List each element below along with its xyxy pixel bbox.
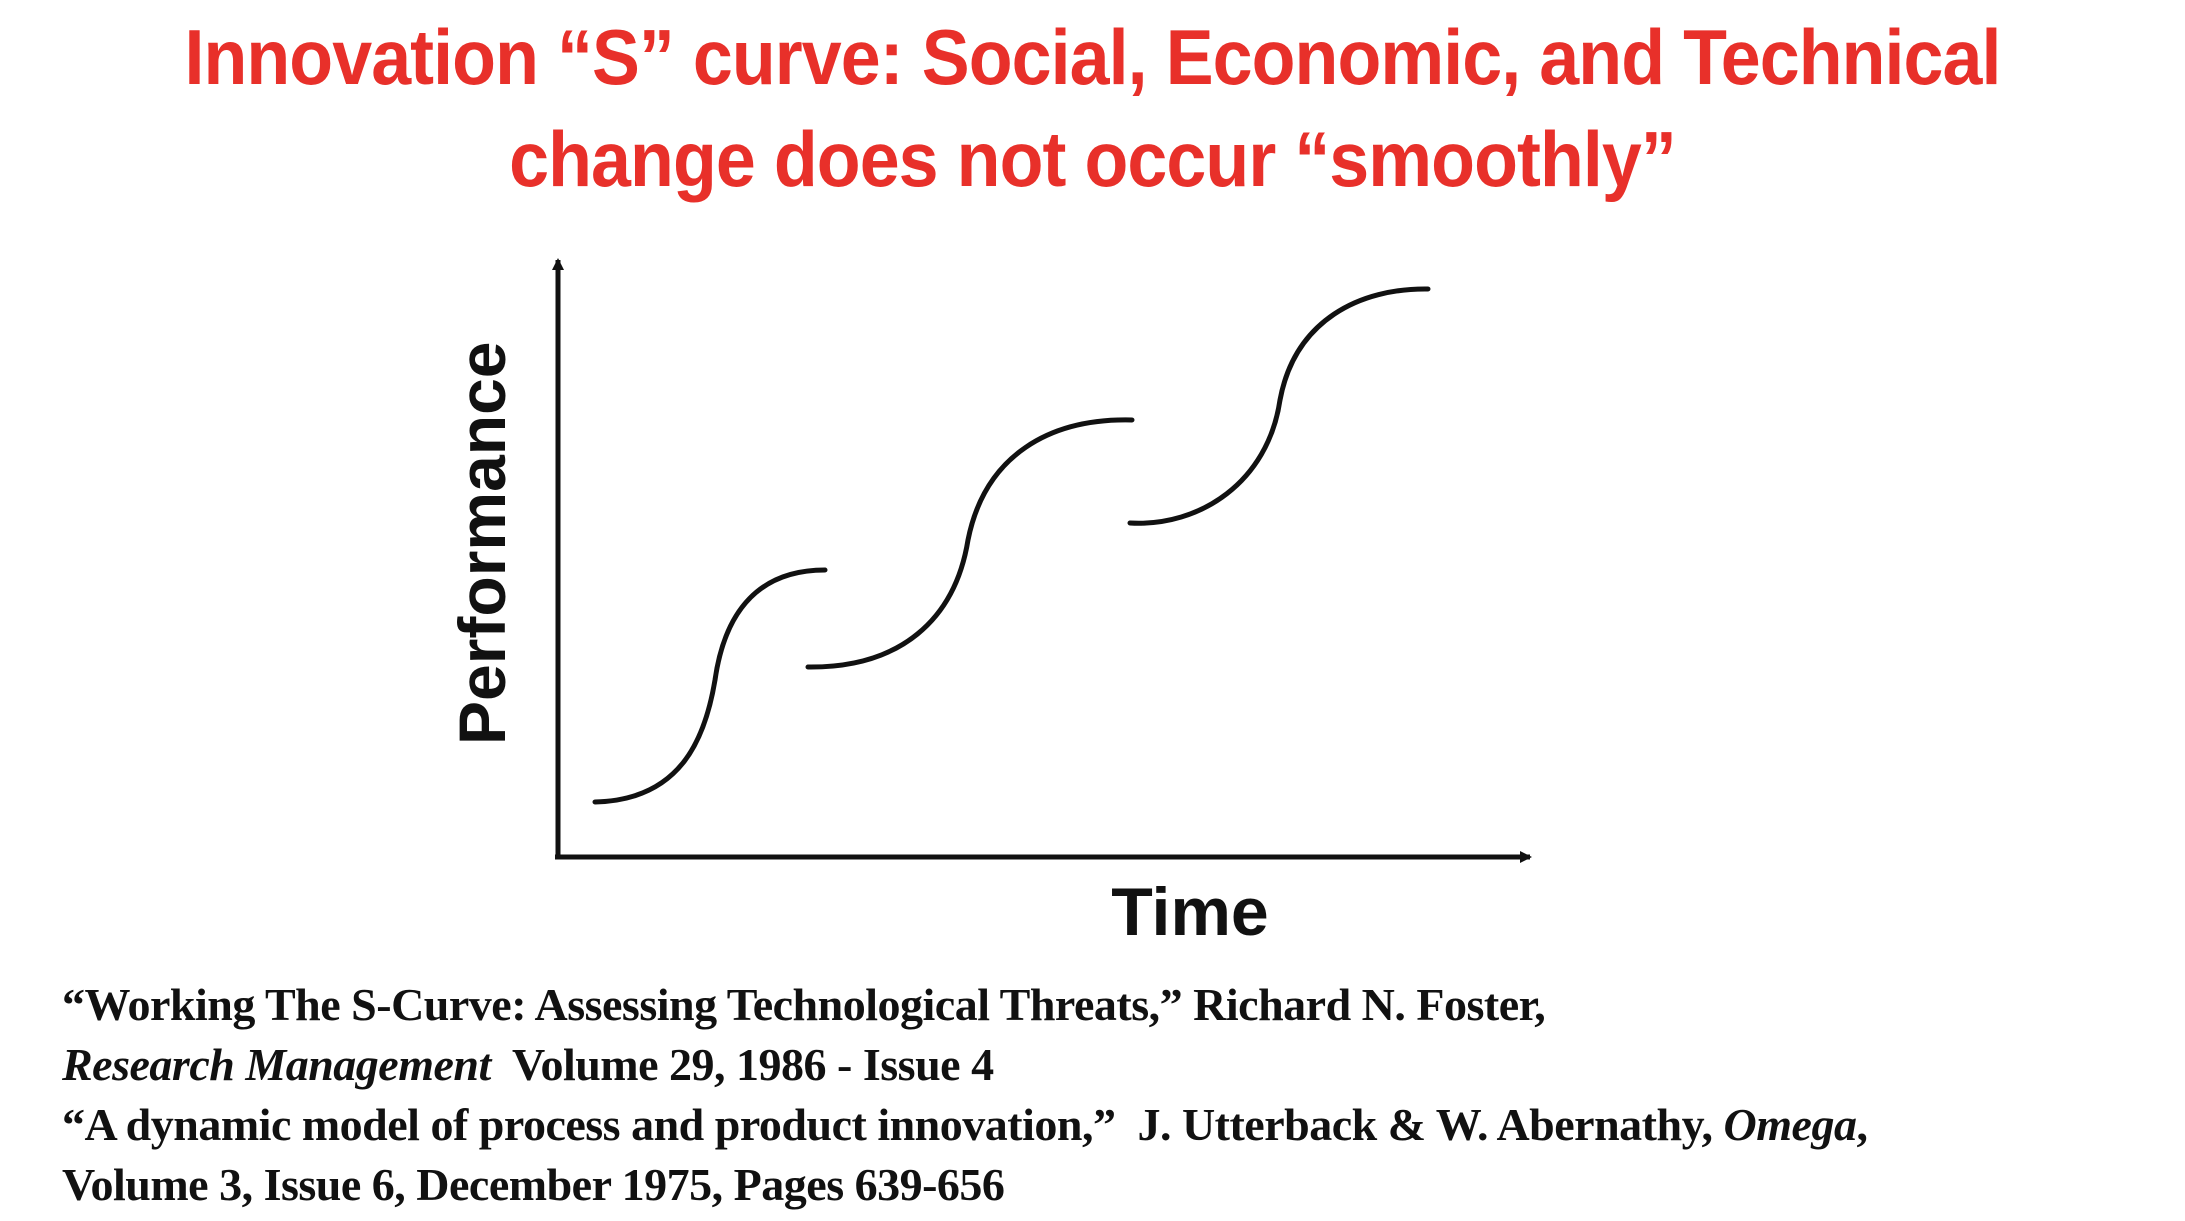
reference-1-details: Volume 29, 1986 - Issue 4 [490,1039,994,1090]
reference-1-line-2: Research Management Volume 29, 1986 - Is… [62,1035,2162,1095]
reference-2-line-1: “A dynamic model of process and product … [62,1095,2162,1155]
slide-title: Innovation “S” curve: Social, Economic, … [87,6,2097,210]
reference-2-title: “A dynamic model of process and product … [62,1099,1116,1150]
s-curve-1 [592,567,828,805]
reference-2-comma: , [1856,1099,1868,1150]
references: “Working The S-Curve: Assessing Technolo… [62,975,2162,1215]
title-line-2: change does not occur “smoothly” [509,115,1677,203]
y-axis-label: Performance [445,341,519,745]
reference-1-journal: Research Management [62,1039,491,1090]
x-axis-label: Time [1111,874,1268,950]
s-curve-2 [805,417,1135,670]
reference-1-title: “Working The S-Curve: Assessing Technolo… [62,979,1183,1030]
reference-1-line-1: “Working The S-Curve: Assessing Technolo… [62,975,2162,1035]
s-curve-3 [1127,286,1431,526]
reference-2-journal: Omega [1723,1099,1857,1150]
reference-2-author: J. Utterback & W. Abernathy, [1115,1099,1724,1150]
reference-1-author: Richard N. Foster, [1182,979,1546,1030]
reference-2-line-2: Volume 3, Issue 6, December 1975, Pages … [62,1159,1005,1210]
title-line-1: Innovation “S” curve: Social, Economic, … [184,13,2001,101]
